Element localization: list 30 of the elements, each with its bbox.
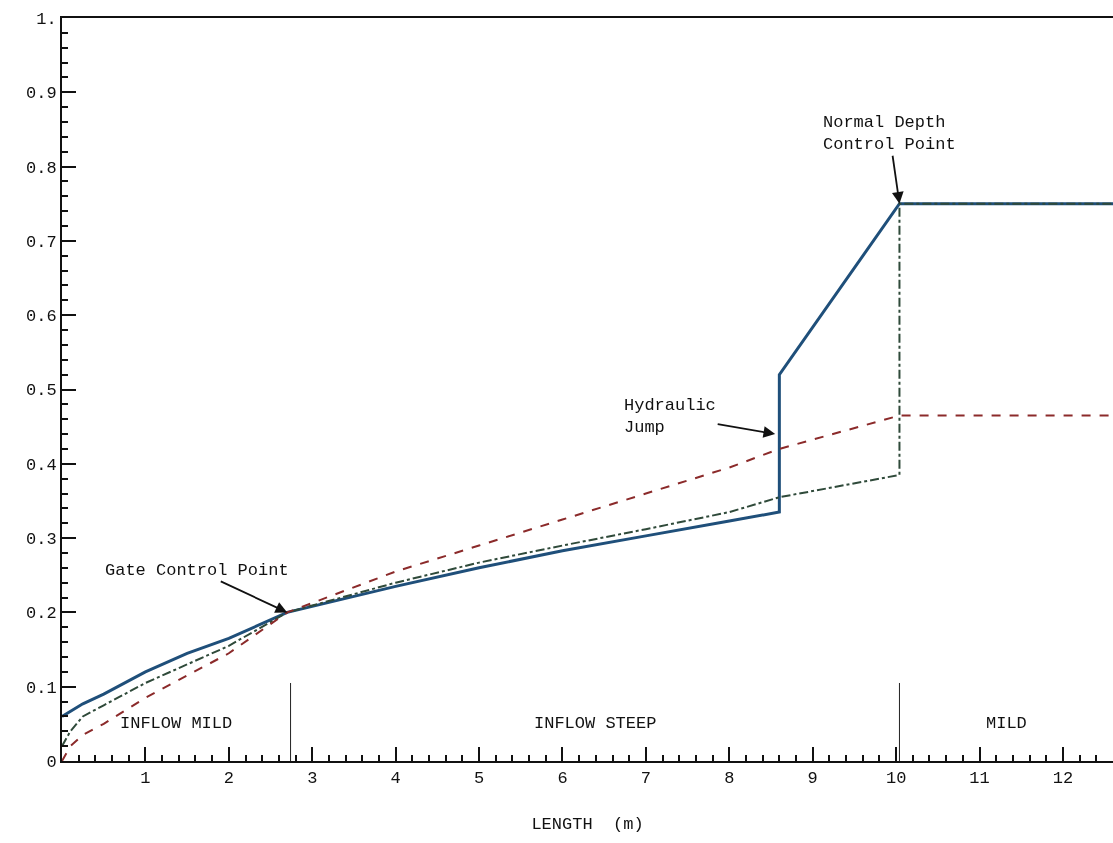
x-tick-label: 6 — [557, 769, 568, 789]
x-tick-label: 2 — [223, 769, 234, 789]
annotation: Gate Control Point — [105, 561, 289, 580]
annotation: INFLOW MILD — [120, 714, 233, 733]
annotation: INFLOW STEEP — [534, 714, 657, 733]
y-tick-label: 0.3 — [25, 530, 57, 550]
x-tick-label: 4 — [390, 769, 401, 789]
y-tick-label: 0.1 — [25, 678, 57, 698]
y-tick-label: 0.2 — [25, 604, 57, 624]
x-axis-title: LENGTH (m) — [531, 815, 644, 835]
y-tick-label: 1. — [36, 9, 57, 29]
y-tick-label: 0.8 — [25, 158, 57, 178]
x-tick-label: 12 — [1052, 769, 1074, 789]
y-tick-label: 0.9 — [25, 84, 57, 104]
x-tick-label: 9 — [807, 769, 818, 789]
x-tick-label: 10 — [885, 769, 907, 789]
y-tick-label: 0.4 — [25, 455, 57, 475]
y-tick-label: 0 — [46, 752, 57, 772]
annotation: Normal Depth Control Point — [823, 113, 956, 155]
y-tick-label: 0.5 — [25, 381, 57, 401]
x-tick-label: 3 — [307, 769, 318, 789]
y-tick-label: 0.7 — [25, 232, 57, 252]
x-tick-label: 7 — [640, 769, 651, 789]
annotation: Hydraulic Jump — [624, 396, 716, 438]
annotation: MILD — [986, 714, 1027, 733]
x-tick-label: 5 — [473, 769, 485, 789]
y-tick-label: 0.6 — [25, 307, 57, 327]
x-tick-label: 1 — [140, 769, 151, 789]
x-tick-label: 8 — [724, 769, 735, 789]
x-tick-label: 11 — [969, 769, 990, 789]
